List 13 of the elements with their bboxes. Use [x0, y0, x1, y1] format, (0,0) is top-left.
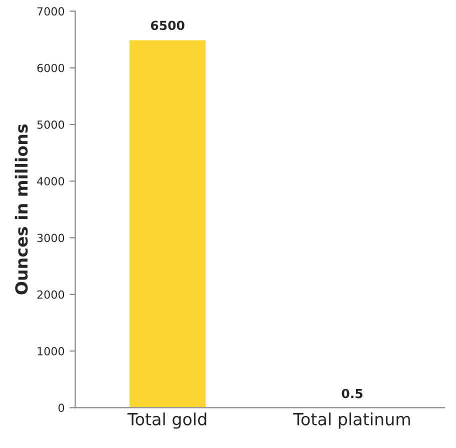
- y-tick-label: 0: [58, 404, 64, 412]
- y-tick-label: 2000: [37, 290, 64, 299]
- y-tick-label: 3000: [37, 234, 64, 242]
- y-tick-label: 7000: [37, 7, 64, 16]
- y-axis-title: Ounces in millions: [14, 124, 28, 294]
- data-label: 6500: [150, 20, 184, 30]
- y-tick-label: 5000: [37, 120, 64, 129]
- data-label: 0.5: [342, 388, 362, 398]
- y-tick-label: 4000: [37, 177, 64, 186]
- x-tick-label: Total gold: [127, 412, 206, 429]
- y-tick-label: 1000: [38, 347, 64, 356]
- x-tick-label: Total platinum: [293, 412, 410, 429]
- y-tick-label: 6000: [37, 64, 64, 72]
